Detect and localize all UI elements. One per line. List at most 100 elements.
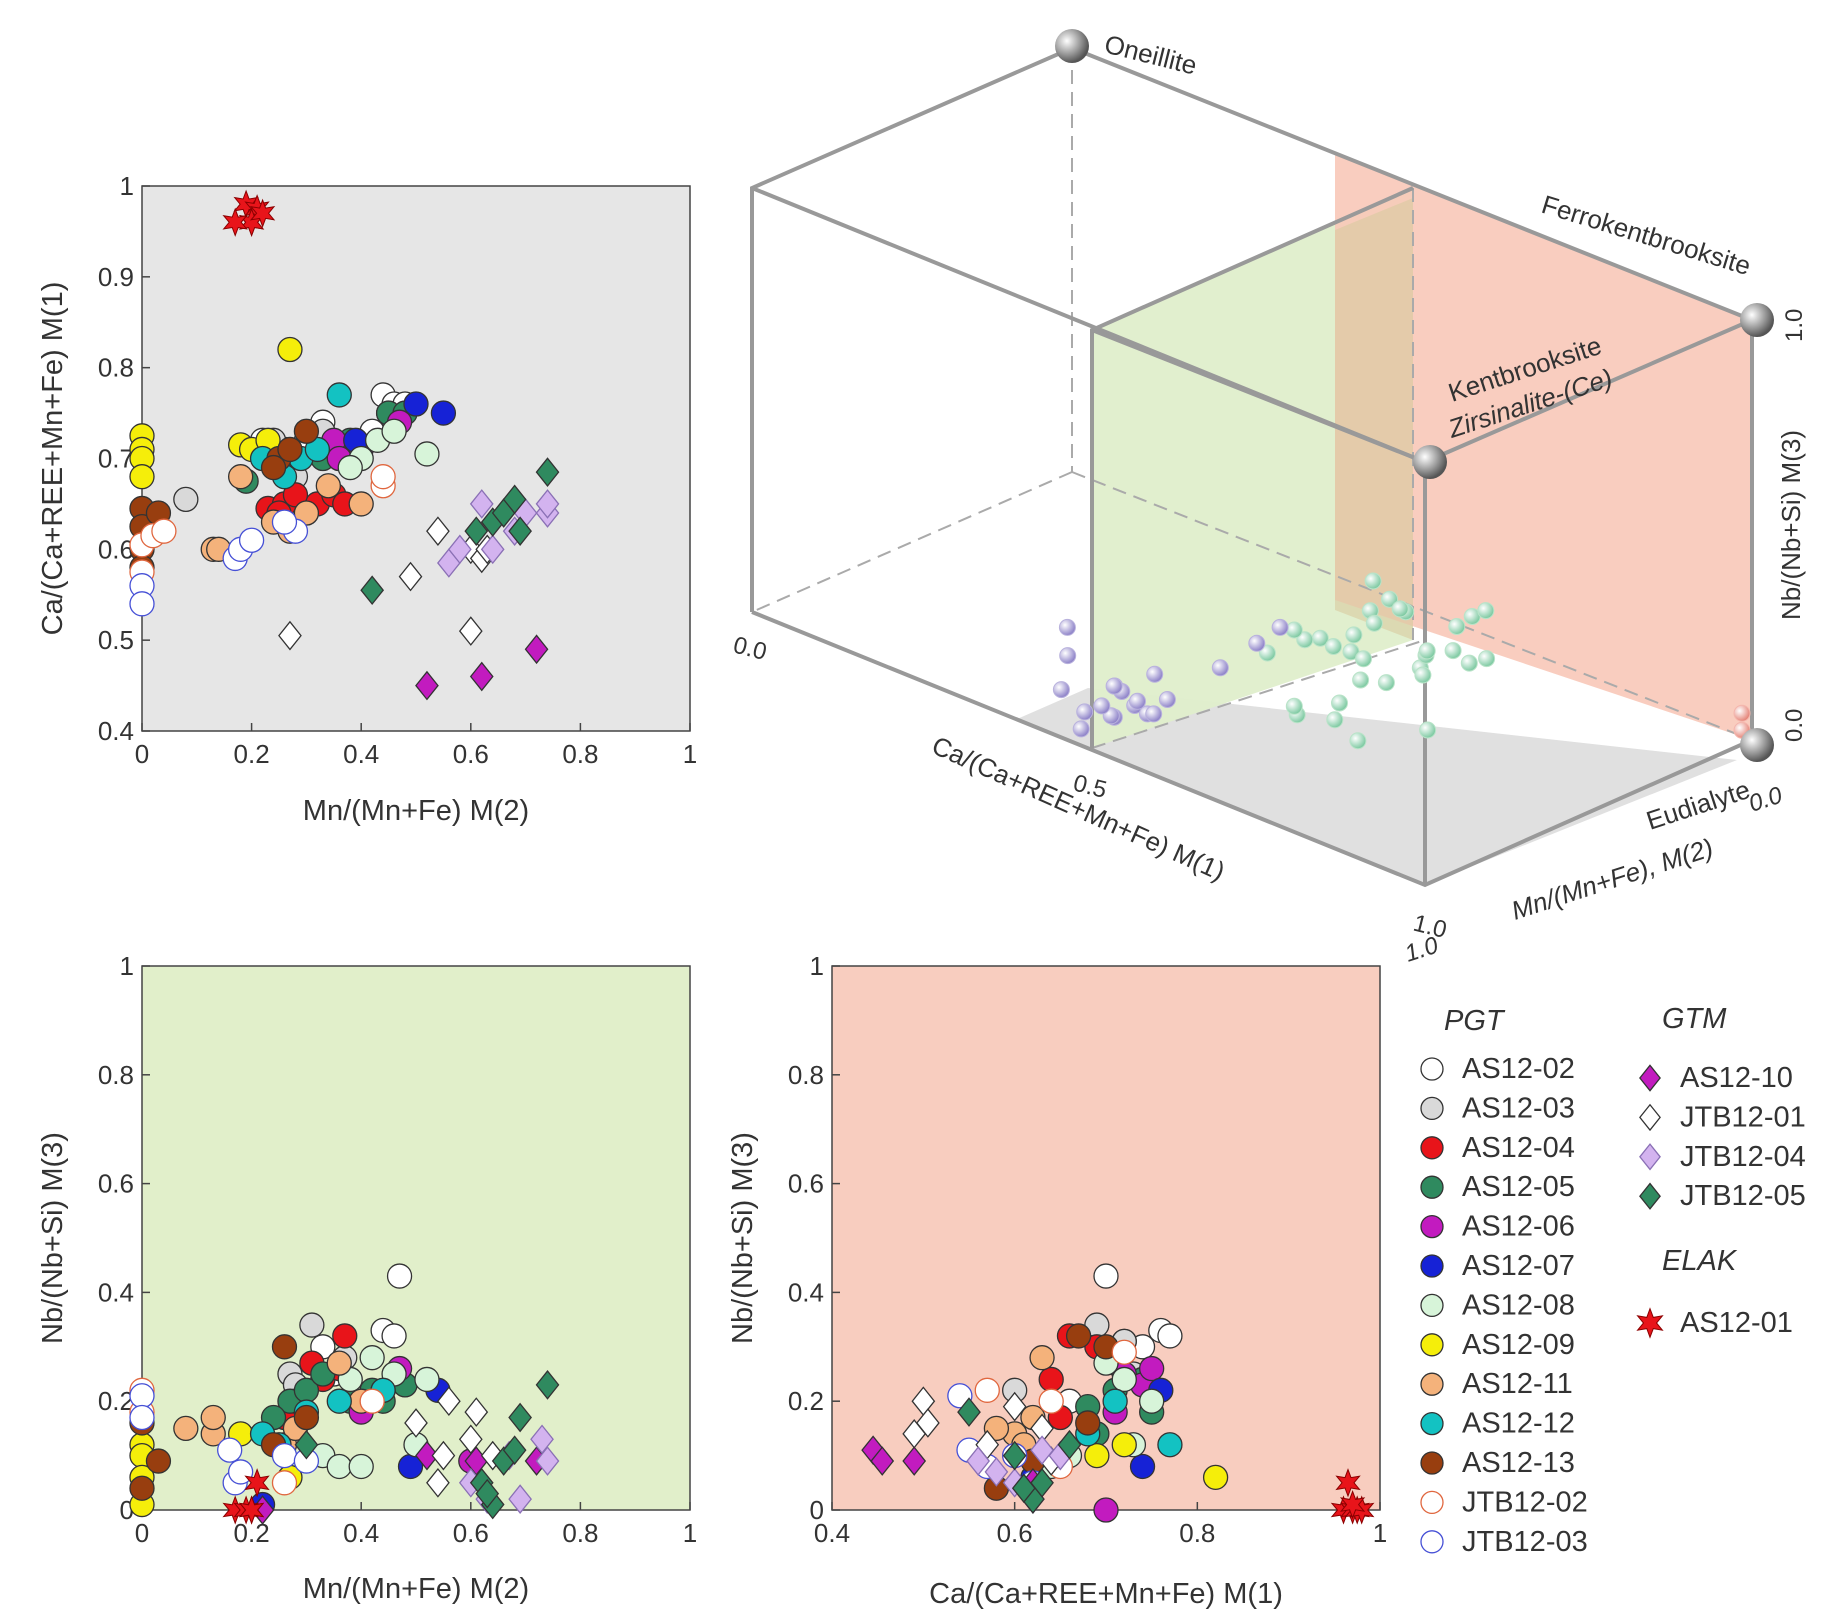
- data-point-jtb12-04: [508, 1484, 532, 1514]
- data-point-jtb12-04: [1030, 1435, 1054, 1466]
- cube-point-pink-group: [1733, 704, 1751, 722]
- cube-scatter-points: [1052, 572, 1751, 750]
- label-oneillite: Oneillite: [1102, 29, 1200, 81]
- data-point-as12-02: [1093, 1263, 1119, 1289]
- data-point-as12-12: [326, 382, 352, 408]
- cube-point-green-group: [1419, 721, 1437, 739]
- legend-label: AS12-12: [1462, 1408, 1575, 1440]
- y-tick-label: 0.8: [98, 1060, 134, 1090]
- data-point-jtb12-01: [426, 1467, 450, 1498]
- data-point-as12-11: [326, 1350, 352, 1376]
- x-tick-label: 0.2: [234, 739, 270, 769]
- data-point-as12-08: [348, 1453, 374, 1480]
- data-point-jtb12-05: [1057, 1429, 1082, 1460]
- data-point-as12-01: [244, 1468, 270, 1498]
- cube-point-purple-group: [1211, 659, 1229, 677]
- data-point-jtb12-02: [370, 464, 396, 490]
- data-point-as12-09: [277, 336, 303, 363]
- data-point-as12-12: [1102, 1388, 1128, 1414]
- y-tick-label: 1: [120, 171, 134, 201]
- x-tick-label: 1: [683, 739, 697, 769]
- legend-marker-jtb12-05: [1639, 1182, 1661, 1210]
- cube-point-green-group: [1448, 618, 1466, 635]
- x-axis-label: Ca/(Ca+REE+Mn+Fe) M(1): [929, 1578, 1283, 1610]
- y-tick-label: 0: [810, 1495, 824, 1525]
- x-tick-label: 1: [683, 1518, 697, 1548]
- x-tick-label: 0.8: [562, 1518, 598, 1548]
- data-point-as12-02: [386, 1263, 413, 1289]
- cube-point-green-group: [1355, 650, 1372, 668]
- data-point-jtb12-01: [458, 1424, 483, 1455]
- data-point-as12-01: [249, 198, 276, 228]
- data-point-jtb12-01: [431, 1440, 456, 1471]
- cube-overlap-plane: [1335, 198, 1413, 640]
- cube-point-green-group: [1478, 650, 1496, 668]
- corner-sphere-ferrokentbrooksite: [1740, 303, 1774, 337]
- x-tick-label: 0.6: [453, 1518, 489, 1548]
- cube-point-green-group: [1391, 600, 1409, 618]
- data-point-as12-11: [1029, 1345, 1055, 1371]
- x-tick-label: 0.6: [453, 739, 489, 769]
- legend-marker-as12-03: [1420, 1096, 1444, 1121]
- x-tick-label: 0: [135, 1518, 149, 1548]
- cube-grey-floor: [1015, 688, 1737, 885]
- legend-marker-jtb12-03: [1420, 1530, 1444, 1554]
- cube-point-purple-group: [1105, 677, 1123, 695]
- data-point-jtb12-03: [271, 509, 298, 535]
- data-point-as12-13: [293, 1404, 320, 1431]
- data-point-jtb12-04: [447, 534, 472, 565]
- cube-hidden-edge: [751, 471, 1073, 613]
- data-point-as12-11: [200, 1404, 226, 1431]
- data-point-jtb12-05: [1030, 1467, 1054, 1498]
- cube-tick: 0.0: [1781, 709, 1808, 742]
- legend-group-title: ELAK: [1662, 1245, 1738, 1277]
- data-point-as12-08: [337, 454, 363, 481]
- cube-point-green-group: [1349, 732, 1367, 750]
- data-point-as12-08: [359, 1345, 385, 1371]
- data-point-jtb12-01: [426, 516, 450, 547]
- data-point-as12-12: [326, 1388, 352, 1414]
- data-point-as12-10: [469, 661, 494, 692]
- cube-pink-plane: [1335, 152, 1752, 740]
- cube-point-green-group: [1381, 590, 1398, 608]
- data-point-jtb12-03: [129, 1404, 155, 1431]
- cube-point-purple-group: [1052, 681, 1070, 699]
- data-point-jtb12-03: [238, 527, 265, 553]
- data-point-jtb12-01: [458, 616, 483, 646]
- legend-label: AS12-09: [1462, 1329, 1575, 1361]
- cube-green-plane: [1092, 188, 1413, 748]
- data-point-as12-02: [1157, 1323, 1183, 1349]
- y-axis-label: Nb/(Nb+Si) M(3): [37, 1132, 69, 1344]
- data-point-jtb12-05: [508, 1402, 532, 1433]
- legend-marker-jtb12-04: [1639, 1143, 1661, 1171]
- data-point-as12-08: [1139, 1388, 1165, 1414]
- cube-point-purple-group: [1145, 705, 1163, 723]
- data-point-as12-13: [145, 1448, 172, 1474]
- y-tick-label: 1: [120, 951, 134, 981]
- data-point-as12-03: [299, 1312, 325, 1338]
- data-point-jtb12-05: [294, 1429, 319, 1460]
- x-tick-label: 0.4: [814, 1518, 850, 1548]
- legend-label: AS12-07: [1462, 1250, 1575, 1282]
- data-point-as12-01: [1335, 1468, 1361, 1498]
- data-point-as12-10: [415, 670, 439, 701]
- data-point-as12-13: [1065, 1323, 1092, 1349]
- x-tick-label: 1: [1373, 1518, 1387, 1548]
- data-point-jtb12-05: [502, 484, 527, 515]
- data-points: [129, 1263, 560, 1525]
- legend-label: JTB12-01: [1680, 1101, 1806, 1133]
- legend-label: JTB12-03: [1462, 1526, 1588, 1558]
- cube-edges: [750, 45, 1754, 888]
- cube-tick: 0.0: [731, 632, 770, 666]
- y-tick-label: 0.6: [788, 1169, 824, 1199]
- data-point-jtb12-03: [271, 1442, 298, 1469]
- y-tick-label: 0.4: [98, 1277, 134, 1307]
- legend-label: AS12-05: [1462, 1171, 1575, 1203]
- cube-point-purple-group: [1072, 720, 1090, 738]
- data-point-jtb12-01: [464, 1397, 489, 1427]
- cube-point-green-group: [1285, 697, 1303, 715]
- data-point-jtb12-05: [535, 457, 560, 487]
- cube-point-green-group: [1364, 572, 1382, 590]
- data-point-jtb12-04: [535, 1446, 560, 1476]
- cube-point-green-group: [1326, 711, 1344, 729]
